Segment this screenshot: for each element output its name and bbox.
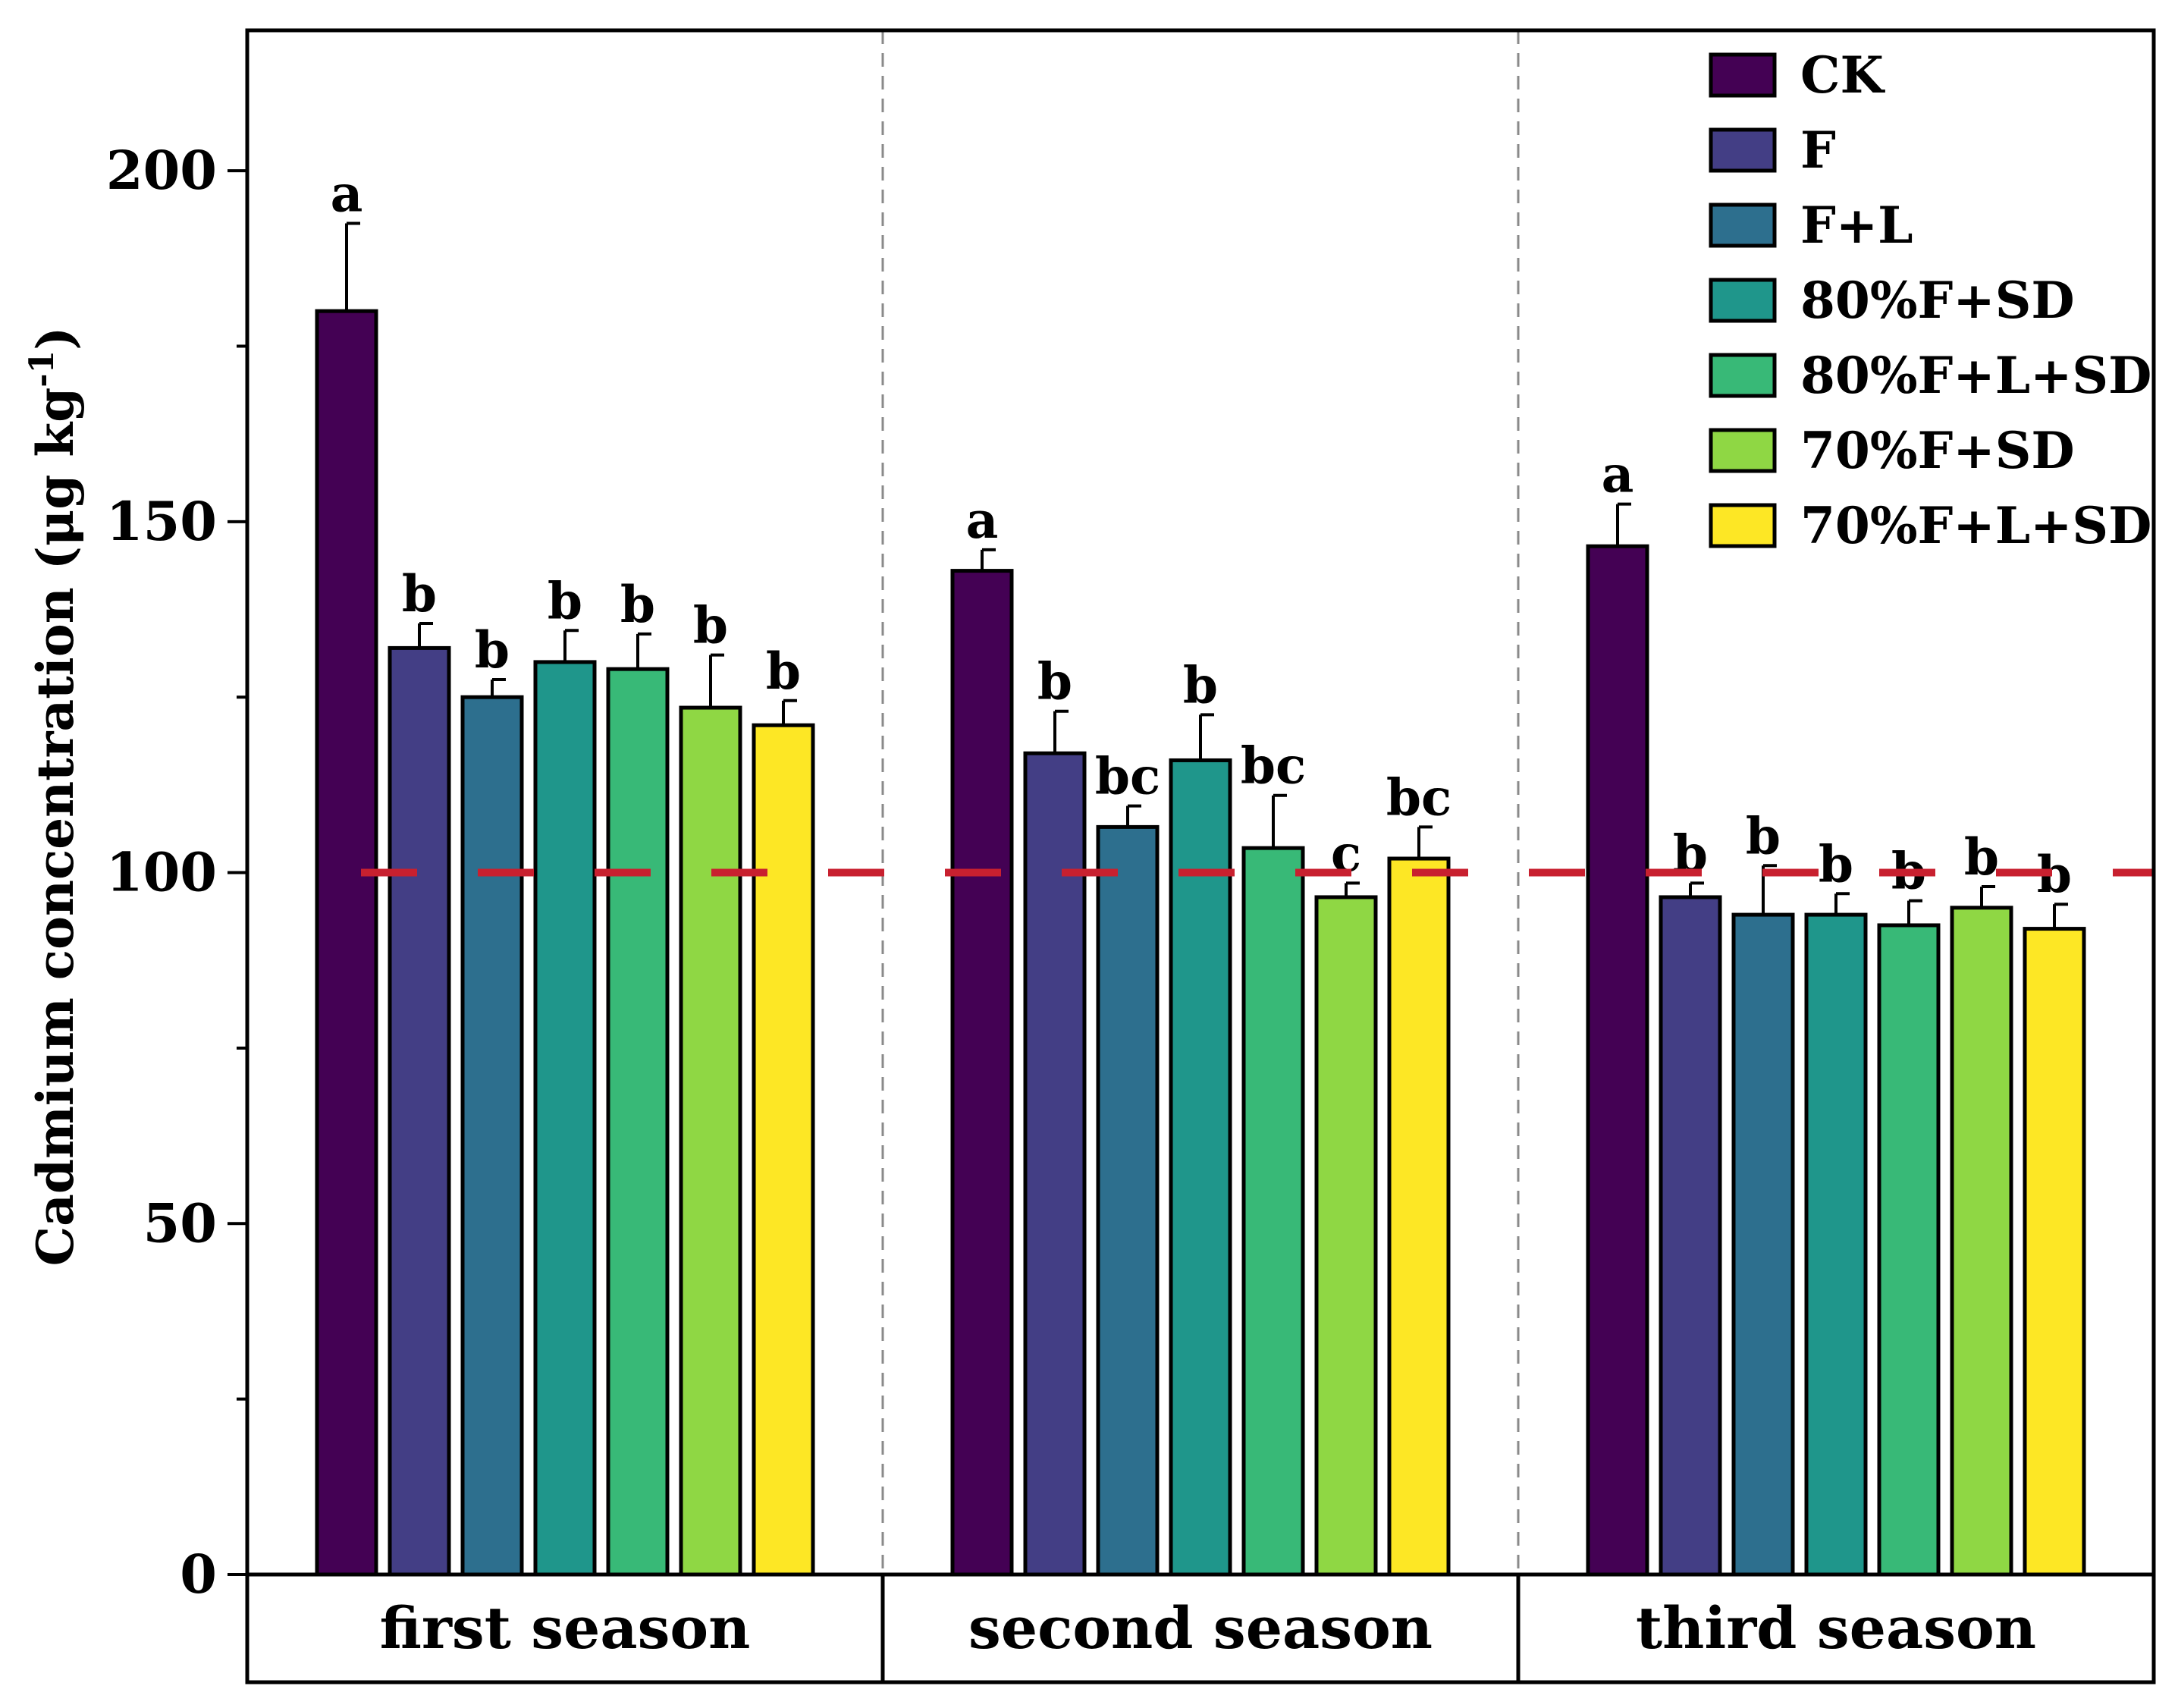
legend-label: 80%F+L+SD: [1800, 346, 2151, 405]
significance-letter: a: [331, 165, 363, 224]
bar: [1950, 906, 2013, 1577]
y-axis-label-close: ): [26, 327, 85, 350]
significance-letter: b: [1746, 806, 1781, 865]
legend-swatch: [1709, 278, 1777, 323]
plot-area: abbbbbbabbcbbccbcabbbbbbfirst seasonseco…: [106, 28, 2156, 1684]
bar: [1387, 856, 1451, 1577]
y-tick-label: 50: [143, 1192, 217, 1254]
legend-swatch: [1709, 52, 1777, 98]
legend-label: 70%F+SD: [1800, 421, 2075, 480]
bar: [533, 660, 597, 1577]
significance-letter: b: [475, 620, 510, 680]
bar: [1023, 751, 1087, 1577]
y-axis-label-main: Cadmium concentration (μg kg: [26, 388, 85, 1267]
bar: [1169, 758, 1232, 1577]
significance-letter: bc: [1095, 747, 1160, 806]
category-label: second season: [968, 1594, 1433, 1662]
legend-label: CK: [1800, 46, 1886, 105]
bar: [1877, 923, 1941, 1577]
bar: [460, 695, 524, 1577]
legend-swatch: [1709, 203, 1777, 248]
plot-frame: [245, 28, 2156, 1684]
significance-letter: b: [402, 564, 437, 623]
y-tick-label: 200: [106, 139, 217, 202]
category-label: first season: [380, 1594, 751, 1662]
significance-letter: b: [1819, 834, 1853, 893]
significance-letter: bc: [1241, 736, 1306, 796]
significance-letter: b: [766, 642, 801, 701]
significance-letter: a: [1602, 445, 1634, 504]
bar: [2023, 927, 2086, 1577]
bar: [1586, 544, 1649, 1577]
legend-label: 70%F+L+SD: [1800, 496, 2151, 555]
significance-letter: b: [1964, 827, 1999, 887]
significance-letter: b: [1037, 652, 1072, 711]
y-tick-label: 0: [180, 1543, 217, 1606]
bar: [388, 645, 451, 1577]
significance-letter: b: [1183, 655, 1218, 714]
legend: CK F F+L 80%F+SD 80%F+L+SD 70%F+SD 70%F+L+SD: [1709, 46, 2151, 555]
bar: [1659, 895, 1722, 1577]
legend-swatch: [1709, 353, 1777, 398]
legend-swatch: [1709, 428, 1777, 473]
bar: [606, 667, 670, 1577]
legend-swatch: [1709, 503, 1777, 548]
significance-letter: b: [693, 596, 728, 655]
legend-label: F: [1800, 121, 1836, 180]
bar: [1731, 912, 1795, 1577]
bar: [1096, 824, 1160, 1577]
significance-letter: b: [620, 575, 655, 634]
bar: [1241, 846, 1305, 1577]
bar: [752, 723, 815, 1577]
y-axis-label: Cadmium concentration (μg kg-1): [23, 327, 85, 1267]
y-tick-label: 150: [106, 490, 217, 553]
bar: [950, 569, 1014, 1577]
bar: [315, 309, 378, 1577]
category-label: third season: [1636, 1594, 2036, 1662]
y-axis-label-superscript: -1: [23, 350, 61, 388]
bar: [679, 705, 742, 1577]
legend-label: 80%F+SD: [1800, 271, 2075, 330]
significance-letter: bc: [1386, 768, 1451, 827]
legend-swatch: [1709, 127, 1777, 173]
axis-labels: Cadmium concentration (μg kg-1): [23, 327, 85, 1267]
legend-label: F+L: [1800, 196, 1913, 255]
significance-letter: b: [548, 571, 582, 630]
y-tick-label: 100: [106, 841, 217, 904]
bar: [1314, 895, 1378, 1577]
bar: [1804, 912, 1868, 1577]
significance-letter: a: [966, 491, 999, 550]
